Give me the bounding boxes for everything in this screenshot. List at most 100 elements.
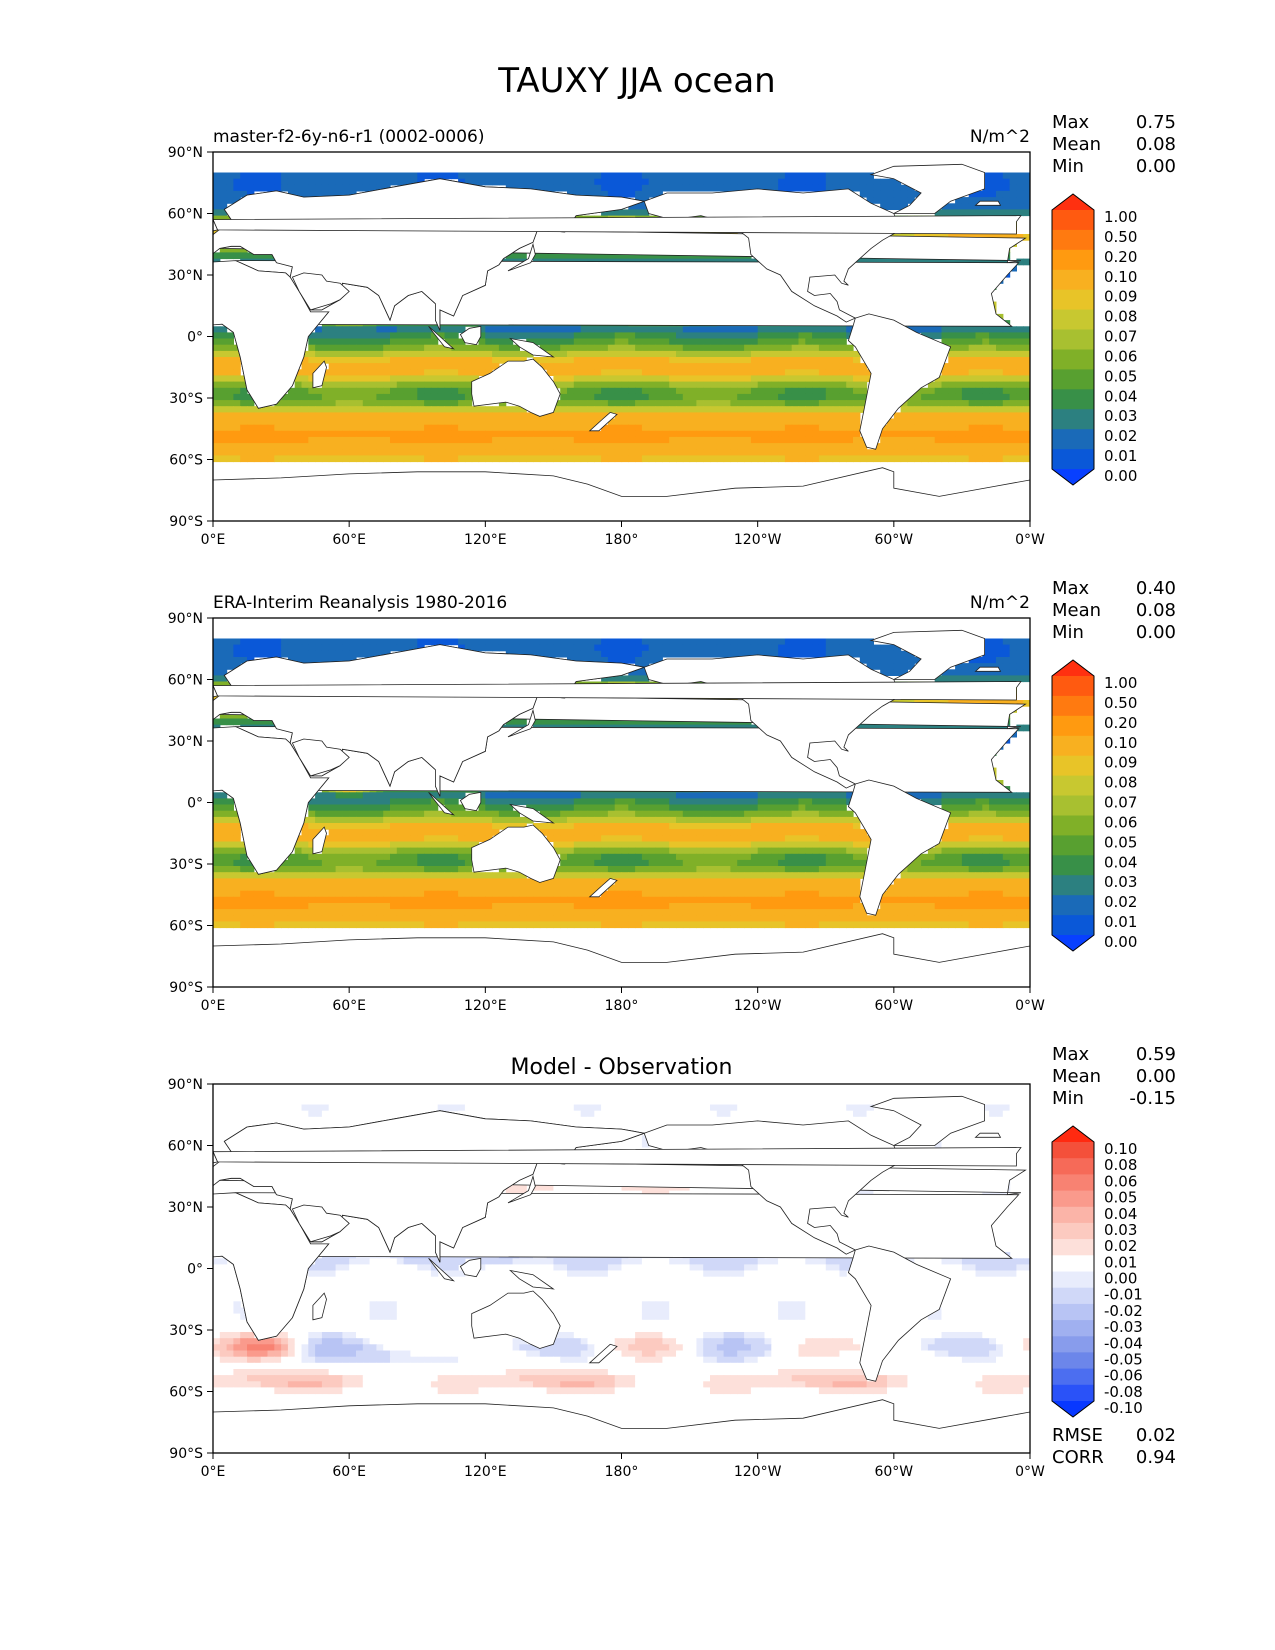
field-cell [315, 387, 323, 395]
field-cell [471, 449, 480, 456]
field-cell [859, 449, 868, 456]
field-cell [805, 326, 813, 333]
field-cell [716, 430, 725, 438]
field-cell [1016, 412, 1024, 420]
field-cell [580, 387, 589, 395]
field-cell [927, 400, 936, 407]
field-cell [437, 172, 446, 180]
x-tick-label: 180° [605, 532, 639, 548]
field-cell [240, 443, 248, 450]
field-cell [846, 393, 854, 401]
field-cell [1002, 675, 1011, 683]
field-cell [553, 375, 561, 383]
field-cell [533, 332, 541, 340]
field-cell [247, 436, 255, 444]
field-cell [635, 675, 643, 683]
field-cell [383, 424, 391, 432]
field-cell [975, 326, 983, 333]
field-cell [873, 657, 881, 664]
field-cell [961, 387, 970, 395]
field-cell [628, 369, 636, 376]
field-cell [437, 412, 446, 420]
field-cell [682, 418, 691, 426]
field-cell [655, 400, 663, 407]
field-cell [662, 400, 670, 407]
field-cell [648, 443, 657, 450]
field-cell [900, 190, 908, 198]
field-cell [1002, 375, 1011, 383]
field-cell [321, 418, 330, 426]
field-cell [390, 350, 398, 358]
field-cell [533, 449, 541, 456]
field-cell [839, 400, 847, 407]
field-cell [478, 644, 486, 652]
field-cell [798, 644, 806, 652]
field-cell [716, 332, 725, 340]
field-cell [961, 350, 970, 358]
field-cell [655, 172, 663, 180]
field-cell [641, 190, 650, 198]
panel-observation: ERA-Interim Reanalysis 1980-2016 N/m^2Max… [168, 578, 1176, 1014]
field-cell [424, 436, 432, 444]
field-cell [267, 406, 275, 413]
stat-value-min: 0.00 [1136, 622, 1176, 643]
field-cell [560, 418, 568, 426]
field-cell [308, 455, 316, 463]
field-cell [437, 400, 446, 407]
field-cell [968, 724, 977, 732]
field-cell [676, 178, 684, 186]
field-cell [226, 178, 234, 186]
field-cell [648, 657, 657, 664]
field-cell [955, 412, 963, 420]
field-cell [451, 369, 459, 376]
field-cell [778, 443, 786, 450]
field-cell [260, 644, 269, 652]
field-cell [737, 650, 745, 658]
field-cell [383, 443, 391, 450]
field-cell [818, 332, 827, 340]
field-cell [635, 338, 643, 346]
field-cell [676, 369, 684, 376]
field-cell [281, 393, 289, 401]
field-cell [676, 449, 684, 456]
field-cell [948, 332, 956, 340]
field-cell [274, 436, 282, 444]
field-cell [975, 669, 983, 676]
field-cell [594, 184, 602, 192]
field-cell [853, 387, 861, 395]
field-cell [641, 369, 650, 376]
field-cell [587, 381, 595, 389]
field-cell [1009, 338, 1017, 346]
field-cell [805, 430, 813, 438]
field-cell [369, 350, 377, 358]
field-cell [376, 449, 384, 456]
field-cell [996, 443, 1004, 450]
field-cell [464, 436, 473, 444]
field-cell [716, 412, 725, 420]
field-cell [655, 184, 663, 192]
field-cell [669, 424, 677, 432]
field-cell [240, 406, 248, 413]
field-cell [893, 424, 902, 432]
field-cell [376, 332, 384, 340]
field-cell [737, 363, 745, 370]
field-cell [859, 400, 868, 407]
field-cell [989, 418, 997, 426]
field-cell [676, 393, 684, 401]
field-cell [628, 644, 636, 652]
field-cell [1002, 326, 1011, 333]
field-cell [369, 455, 377, 463]
field-cell [791, 455, 800, 463]
field-cell [594, 393, 602, 401]
field-cell [260, 172, 269, 180]
field-cell [417, 436, 425, 444]
field-cell [560, 718, 568, 726]
field-cell [233, 172, 241, 180]
field-cell [757, 393, 766, 401]
field-cell [682, 381, 691, 389]
field-cell [335, 436, 343, 444]
units-label: N/m^2 [970, 127, 1030, 147]
field-cell [233, 430, 241, 438]
field-cell [560, 393, 568, 401]
field-cell [696, 430, 704, 438]
